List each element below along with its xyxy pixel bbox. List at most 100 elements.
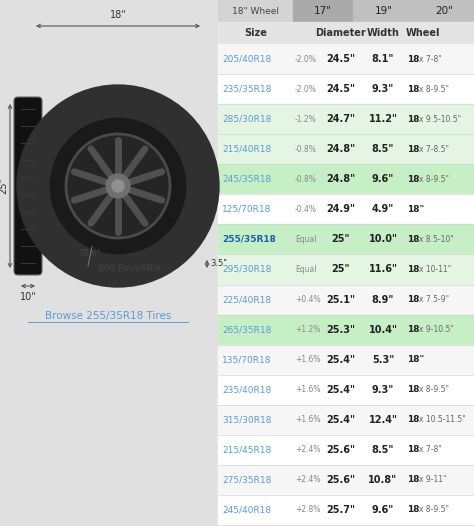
Text: 24.5": 24.5" [327,54,356,64]
Text: 25.4": 25.4" [327,415,356,425]
Text: x 7-8.5": x 7-8.5" [419,145,449,154]
Text: x 8-9.5": x 8-9.5" [419,505,449,514]
Text: 24.9": 24.9" [327,204,356,214]
Text: 12.4": 12.4" [368,415,398,425]
Text: 18: 18 [407,115,419,124]
Bar [218,495,474,525]
Text: 17": 17" [314,6,332,16]
Circle shape [106,174,130,198]
Text: x 8-9.5": x 8-9.5" [419,85,449,94]
Text: 18: 18 [407,175,419,184]
Text: x 8-9.5": x 8-9.5" [419,385,449,394]
Text: 25.7": 25.7" [327,505,356,515]
Bar [353,0,414,22]
Text: 25.6": 25.6" [327,445,356,455]
Text: 18": 18" [407,355,424,364]
Text: 78.6°: 78.6° [78,249,101,258]
Text: 11.2": 11.2" [368,114,398,124]
Bar [218,194,474,225]
Text: 20": 20" [435,6,453,16]
Text: 25.4": 25.4" [327,355,356,365]
Text: 235/40R18: 235/40R18 [222,385,271,394]
Bar [218,0,293,22]
Text: x 10-11": x 10-11" [419,265,451,274]
Text: +1.2%: +1.2% [295,325,320,334]
Text: -0.8%: -0.8% [295,145,317,154]
Text: 18: 18 [407,55,419,64]
Text: 10.0": 10.0" [368,235,398,245]
Text: 25.4": 25.4" [327,385,356,394]
Text: 18: 18 [407,446,419,454]
Text: 11.6": 11.6" [368,265,398,275]
Text: 25": 25" [0,177,8,195]
Bar [218,225,474,255]
Bar [293,0,353,22]
Text: +0.4%: +0.4% [295,295,320,304]
Text: x 8-9.5": x 8-9.5" [419,175,449,184]
Text: x 9-11": x 9-11" [419,476,447,484]
Text: 3.5": 3.5" [210,259,227,268]
Text: +1.6%: +1.6% [295,385,320,394]
Text: 18: 18 [407,505,419,514]
Text: x 7-8": x 7-8" [419,446,442,454]
Text: 8.1": 8.1" [372,54,394,64]
Text: 4.9": 4.9" [372,204,394,214]
Text: Diameter: Diameter [316,28,366,38]
Text: 18: 18 [407,476,419,484]
Text: Wheel: Wheel [406,28,440,38]
Bar [218,255,474,285]
Bar [218,375,474,404]
Text: x 9.5-10.5": x 9.5-10.5" [419,115,461,124]
Text: 25.1": 25.1" [327,295,356,305]
Text: x 8.5-10": x 8.5-10" [419,235,454,244]
Text: 245/40R18: 245/40R18 [222,505,271,514]
Text: 9.3": 9.3" [372,385,394,394]
Text: Equal: Equal [295,265,317,274]
Circle shape [66,134,170,238]
Text: 18": 18" [407,205,424,214]
Text: 806 Revs/Mile: 806 Revs/Mile [99,264,162,272]
Bar [218,285,474,315]
Text: Size: Size [245,28,267,38]
Text: -2.0%: -2.0% [295,55,317,64]
Bar [218,465,474,495]
Text: 215/40R18: 215/40R18 [222,145,271,154]
Circle shape [112,180,124,192]
Text: 255/35R18: 255/35R18 [222,235,276,244]
Text: 19": 19" [374,6,392,16]
Text: 135/70R18: 135/70R18 [222,355,272,364]
Bar [218,315,474,345]
Text: 18: 18 [407,265,419,274]
Bar [218,44,474,74]
Text: 18: 18 [407,385,419,394]
FancyBboxPatch shape [14,97,42,275]
Text: x 10.5-11.5": x 10.5-11.5" [419,416,466,424]
Circle shape [33,101,203,271]
Bar [218,345,474,375]
Text: -1.2%: -1.2% [295,115,317,124]
Text: +1.6%: +1.6% [295,416,320,424]
Text: -0.4%: -0.4% [295,205,317,214]
Text: 10.4": 10.4" [368,325,398,335]
Text: 18: 18 [407,416,419,424]
Text: 24.8": 24.8" [327,144,356,154]
Text: 18: 18 [407,295,419,304]
Text: 10": 10" [19,292,36,302]
Text: 18" Wheel: 18" Wheel [232,6,279,15]
Text: 285/30R18: 285/30R18 [222,115,272,124]
Text: x 9-10.5": x 9-10.5" [419,325,454,334]
Text: 25": 25" [332,235,350,245]
Bar [218,22,474,44]
Text: -0.8%: -0.8% [295,175,317,184]
Text: 245/35R18: 245/35R18 [222,175,271,184]
Text: 315/30R18: 315/30R18 [222,416,272,424]
Text: 18: 18 [407,325,419,334]
Text: x 7-8": x 7-8" [419,55,442,64]
Text: Width: Width [366,28,400,38]
Text: 235/35R18: 235/35R18 [222,85,272,94]
Text: 24.7": 24.7" [327,114,356,124]
Text: 9.3": 9.3" [372,84,394,94]
Text: 8.9": 8.9" [372,295,394,305]
Text: -2.0%: -2.0% [295,85,317,94]
Text: 10.8": 10.8" [368,475,398,485]
